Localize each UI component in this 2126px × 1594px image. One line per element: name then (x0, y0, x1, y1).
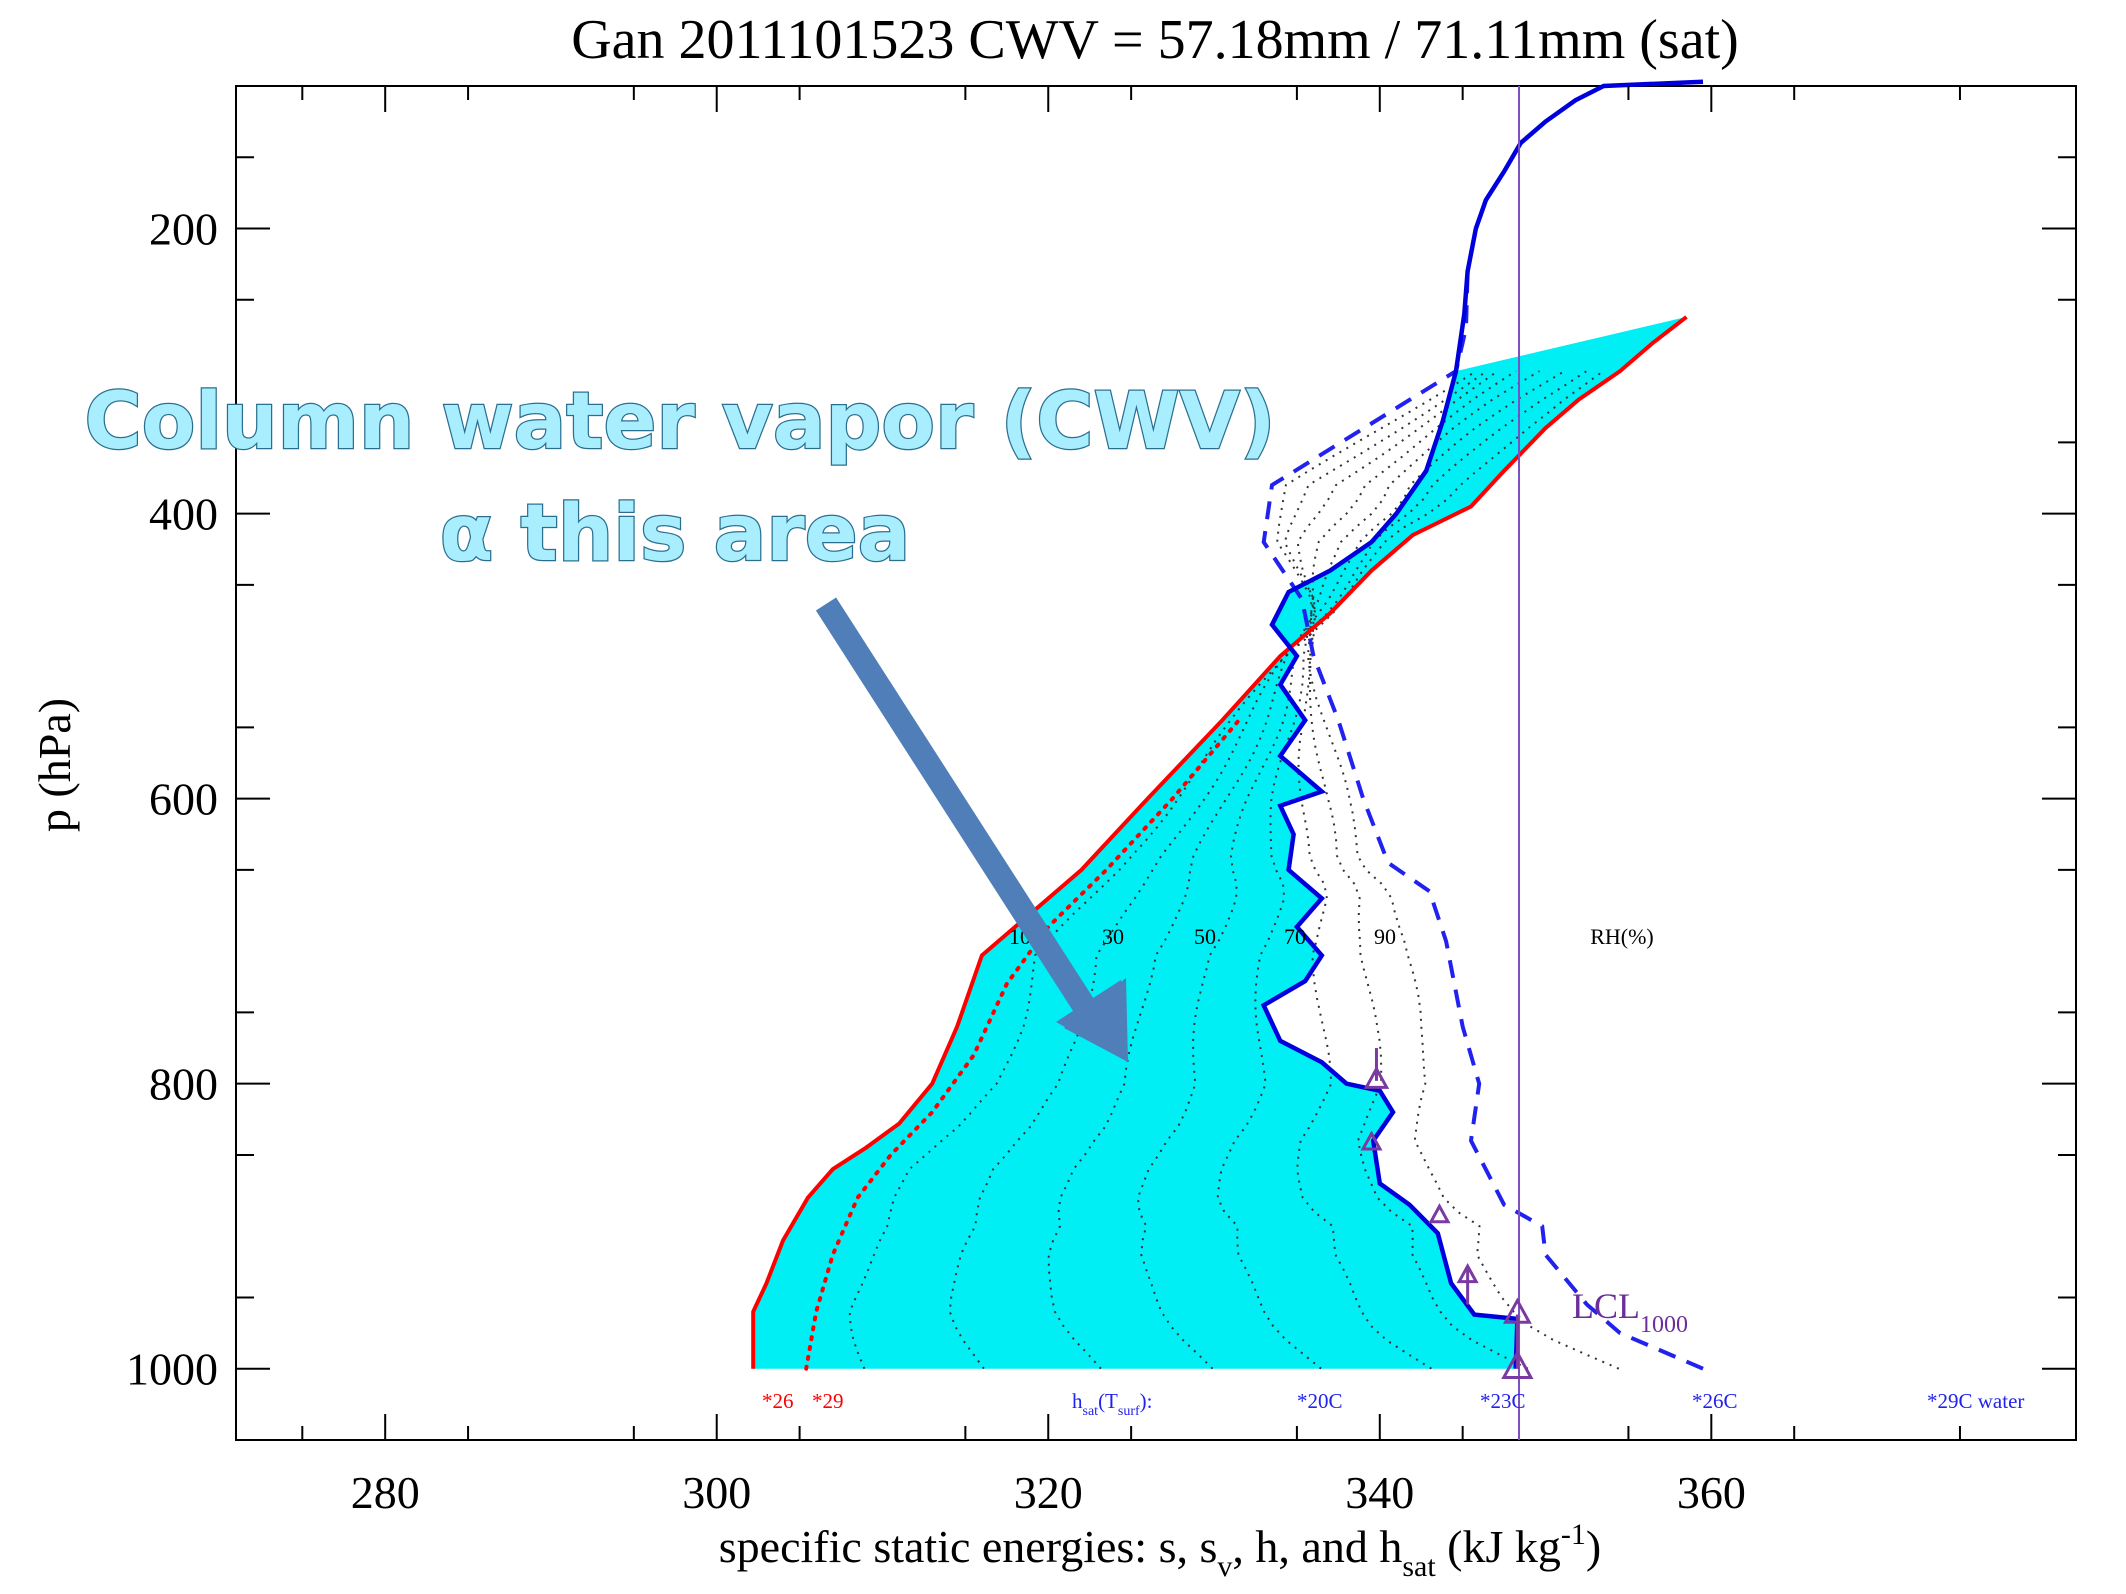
footer-label-h: h (1072, 1389, 1083, 1413)
series-h (1260, 79, 1704, 1369)
y-tick-label: 200 (149, 204, 218, 255)
series-lines (751, 79, 1704, 1440)
series-s-v (804, 718, 1241, 1371)
x-axis-title-units: (kJ kg (1436, 1521, 1561, 1572)
annotation-arrow (815, 597, 1128, 1062)
footer-label-end: ): (1140, 1389, 1153, 1413)
rh-contour-line (848, 370, 1604, 1370)
footer-label-sub-surf: surf (1118, 1404, 1140, 1419)
cwv-shaded-area (753, 316, 1687, 1369)
rh-contours (848, 370, 1620, 1370)
arrow-shaft (815, 597, 1099, 1019)
x-tick-label: 360 (1677, 1467, 1746, 1518)
x-tick-label: 300 (682, 1467, 751, 1518)
rh-label-row: 10 30 50 70 90 RH(%) (1009, 924, 1654, 949)
rh-contour-line (1296, 370, 1499, 1370)
footer-label-mid: (T (1098, 1389, 1118, 1413)
footer-label-hsat-tsurf: hsat(Tsurf): (1072, 1389, 1153, 1419)
rh-contour-line (1276, 370, 1620, 1370)
x-axis-title: specific static energies: s, sv, h, and … (719, 1518, 1601, 1583)
y-axis-title: p (hPa) (29, 698, 80, 832)
series-s (751, 315, 1688, 1369)
footer-label-s-29: *29 (812, 1389, 844, 1413)
footer-label-23c: *23C (1480, 1389, 1526, 1413)
surface-temperature-labels: *26 *29 hsat(Tsurf): *20C *23C *26C *29C… (762, 1389, 2024, 1419)
footer-label-29c-water: *29C water (1927, 1389, 2024, 1413)
x-axis-title-sub-v: v (1217, 1550, 1232, 1583)
rh-axis-label: RH(%) (1590, 924, 1654, 949)
surface-triangle (1501, 1349, 1534, 1380)
parcel-triangle-800 (1363, 1065, 1390, 1089)
footer-label-20c: *20C (1297, 1389, 1343, 1413)
y-tick-label: 600 (149, 774, 218, 825)
series-h-sat (1261, 271, 1704, 1371)
rh-contour-line (1047, 370, 1566, 1370)
callout-line-2: α this area (440, 489, 911, 579)
x-axis-title-close: ) (1586, 1521, 1601, 1572)
x-tick-label: 320 (1014, 1467, 1083, 1518)
x-axis-title-mid: , h, and h (1232, 1521, 1402, 1572)
rh-label-30: 30 (1102, 924, 1124, 949)
x-axis-title-main: specific static energies: s, s (719, 1521, 1218, 1572)
footer-label-s-26: *26 (762, 1389, 794, 1413)
footer-label-sub-sat: sat (1083, 1404, 1099, 1419)
y-tick-label: 800 (149, 1059, 218, 1110)
parcel-triangle-890 (1428, 1203, 1451, 1224)
y-tick-label: 400 (149, 489, 218, 540)
callout-line-1: Column water vapor (CWV) (84, 377, 1275, 467)
plot-frame (235, 85, 2077, 1441)
x-tick-label: 340 (1345, 1467, 1414, 1518)
chart-title: Gan 2011101523 CWV = 57.18mm / 71.11mm (… (571, 9, 1739, 71)
cwv-fill (753, 316, 1687, 1369)
parcel-markers (1360, 1048, 1534, 1380)
arrow-head-fill (1064, 978, 1128, 1062)
lcl-label: LCL1000 (1572, 1286, 1688, 1338)
x-axis-title-sup: -1 (1561, 1518, 1586, 1551)
lcl-label-text: LCL (1572, 1286, 1640, 1326)
y-tick-label: 1000 (126, 1344, 218, 1395)
lcl-label-sub: 1000 (1640, 1312, 1688, 1338)
x-axis-title-sub-sat: sat (1402, 1550, 1436, 1583)
axis-ticks: 280 300 320 340 360 200 400 600 800 1000 (126, 86, 2076, 1518)
x-tick-label: 280 (351, 1467, 420, 1518)
rh-label-90: 90 (1374, 924, 1396, 949)
rh-label-70: 70 (1284, 924, 1306, 949)
footer-label-26c: *26C (1692, 1389, 1738, 1413)
rh-label-50: 50 (1194, 924, 1216, 949)
parcel-triangle-840 (1360, 1130, 1383, 1151)
